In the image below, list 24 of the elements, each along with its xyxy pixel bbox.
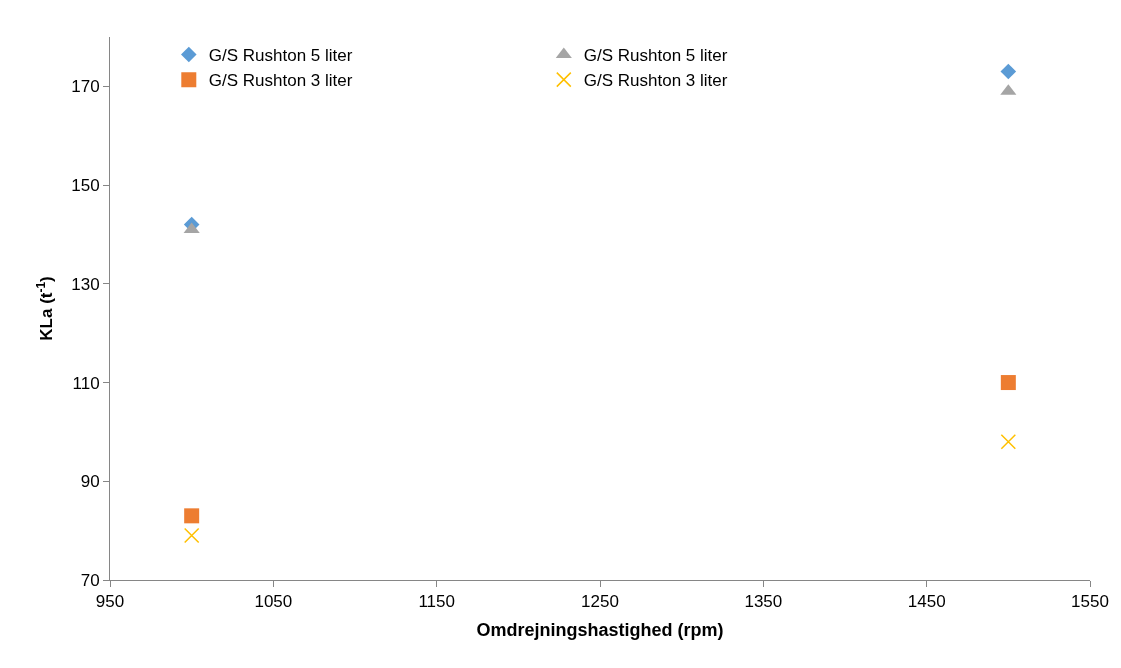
x-tick-label: 1250 <box>581 592 619 612</box>
y-tick-label: 90 <box>80 472 100 492</box>
x-tick-label: 1450 <box>907 592 946 612</box>
y-tick-label: 110 <box>72 373 100 393</box>
legend-label: G/S Rushton 3 liter <box>208 71 353 91</box>
x-tick-label: 950 <box>95 592 125 612</box>
x-axis-title: Omdrejningshastighed (rpm) <box>476 619 724 640</box>
legend-label: G/S Rushton 3 liter <box>583 71 728 91</box>
y-tick-label: 170 <box>71 77 100 97</box>
point <box>184 508 200 524</box>
x-tick-label: 1050 <box>254 592 293 612</box>
x-tick-label: 1350 <box>744 592 783 612</box>
point <box>1000 434 1017 450</box>
point <box>183 222 200 234</box>
point <box>1000 375 1016 391</box>
point <box>1000 63 1017 80</box>
legend-label: G/S Rushton 5 liter <box>208 46 353 66</box>
y-tick-label: 70 <box>80 570 100 590</box>
point <box>183 527 200 544</box>
x-tick-label: 1150 <box>418 592 455 612</box>
y-tick-label: 130 <box>71 274 100 294</box>
legend-label: G/S Rushton 5 liter <box>583 46 728 66</box>
x-tick-label: 1550 <box>1071 592 1109 612</box>
y-tick-label: 150 <box>71 176 100 196</box>
